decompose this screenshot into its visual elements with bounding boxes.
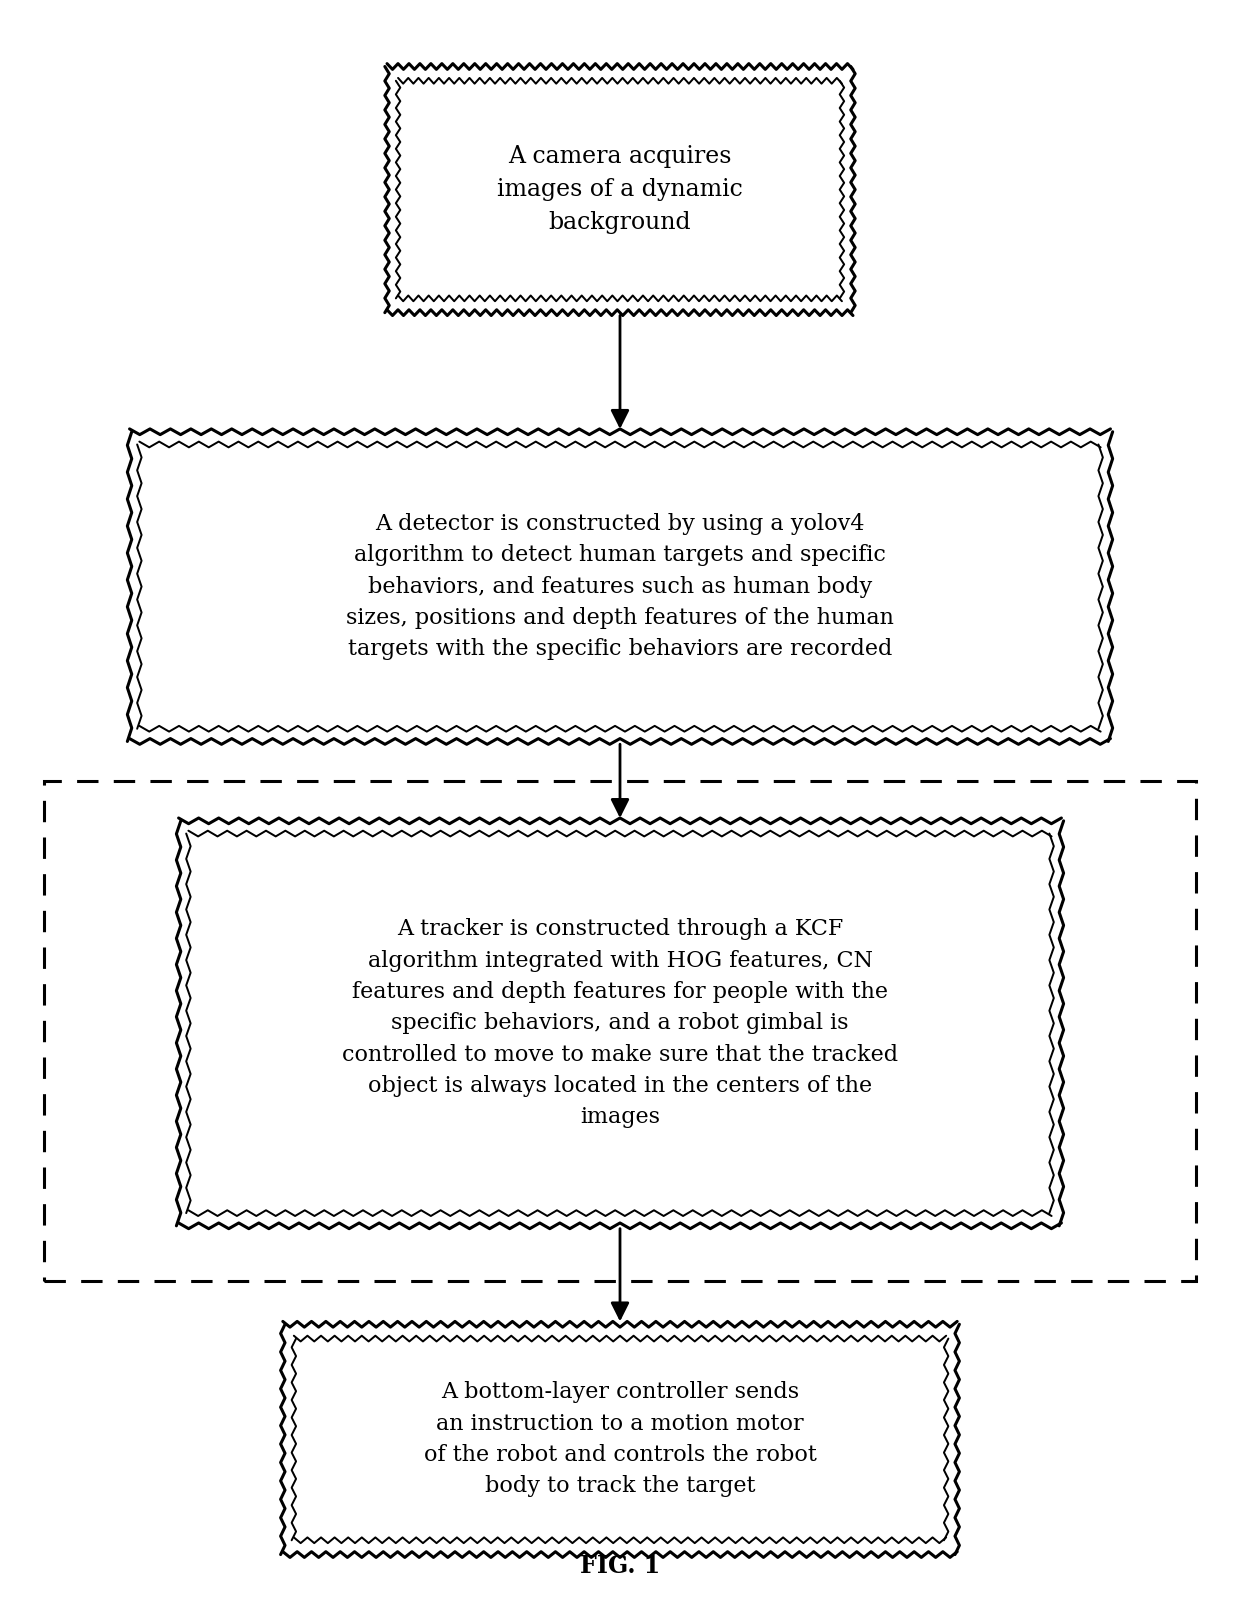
Text: A detector is constructed by using a yolov4
algorithm to detect human targets an: A detector is constructed by using a yol… <box>346 513 894 660</box>
Text: A bottom-layer controller sends
an instruction to a motion motor
of the robot an: A bottom-layer controller sends an instr… <box>424 1381 816 1498</box>
Bar <box>283 1325 957 1554</box>
Bar <box>129 433 1111 742</box>
Text: FIG. 1: FIG. 1 <box>580 1554 660 1578</box>
Bar <box>387 67 853 312</box>
Bar <box>179 820 1061 1226</box>
Bar <box>294 1339 946 1540</box>
Bar <box>43 782 1197 1282</box>
Bar <box>398 80 842 298</box>
Text: A camera acquires
images of a dynamic
background: A camera acquires images of a dynamic ba… <box>497 146 743 234</box>
Bar <box>188 833 1052 1213</box>
Bar <box>139 444 1101 729</box>
Text: A tracker is constructed through a KCF
algorithm integrated with HOG features, C: A tracker is constructed through a KCF a… <box>342 918 898 1128</box>
